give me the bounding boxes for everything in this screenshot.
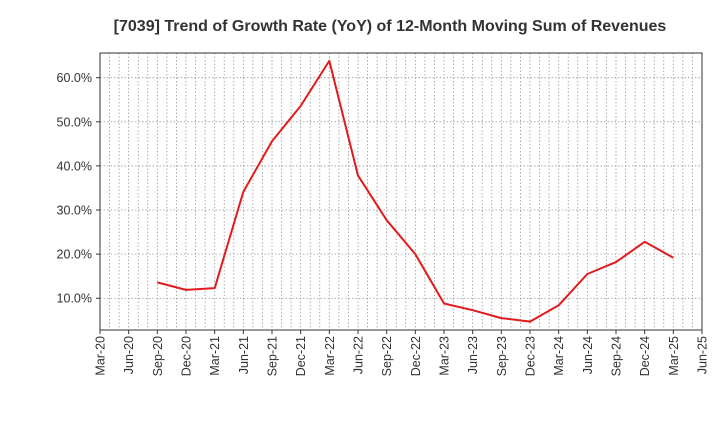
x-tick-label: Mar-21 — [208, 336, 222, 376]
x-tick-label: Sep-21 — [266, 336, 280, 376]
x-tick-label: Mar-22 — [323, 336, 337, 376]
x-tick-label: Mar-20 — [94, 336, 108, 376]
x-tick-label: Dec-23 — [524, 336, 538, 376]
x-tick-label: Jun-25 — [696, 336, 710, 374]
y-tick-label: 30.0% — [57, 204, 92, 218]
y-tick-label: 20.0% — [57, 248, 92, 262]
x-tick-label: Jun-23 — [466, 336, 480, 374]
x-tick-label: Mar-23 — [438, 336, 452, 376]
x-tick-label: Dec-21 — [294, 336, 308, 376]
x-tick-label: Sep-23 — [495, 336, 509, 376]
y-tick-label: 50.0% — [57, 115, 92, 129]
x-tick-label: Dec-20 — [180, 336, 194, 376]
chart-title: [7039] Trend of Growth Rate (YoY) of 12-… — [114, 18, 667, 35]
x-tick-label: Jun-22 — [352, 336, 366, 374]
x-tick-label: Jun-24 — [581, 336, 595, 374]
x-tick-label: Jun-21 — [237, 336, 251, 374]
x-tick-label: Dec-24 — [638, 336, 652, 376]
x-tick-label: Mar-25 — [667, 336, 681, 376]
x-tick-label: Jun-20 — [122, 336, 136, 374]
x-tick-label: Sep-22 — [380, 336, 394, 376]
x-tick-label: Dec-22 — [409, 336, 423, 376]
y-tick-label: 60.0% — [57, 71, 92, 85]
growth-rate-line — [157, 59, 674, 323]
x-tick-label: Mar-24 — [552, 336, 566, 376]
y-tick-label: 10.0% — [57, 292, 92, 306]
plot-frame — [99, 52, 703, 331]
x-tick-label: Sep-24 — [610, 336, 624, 376]
y-tick-label: 40.0% — [57, 159, 92, 173]
x-tick-label: Sep-20 — [151, 336, 165, 376]
